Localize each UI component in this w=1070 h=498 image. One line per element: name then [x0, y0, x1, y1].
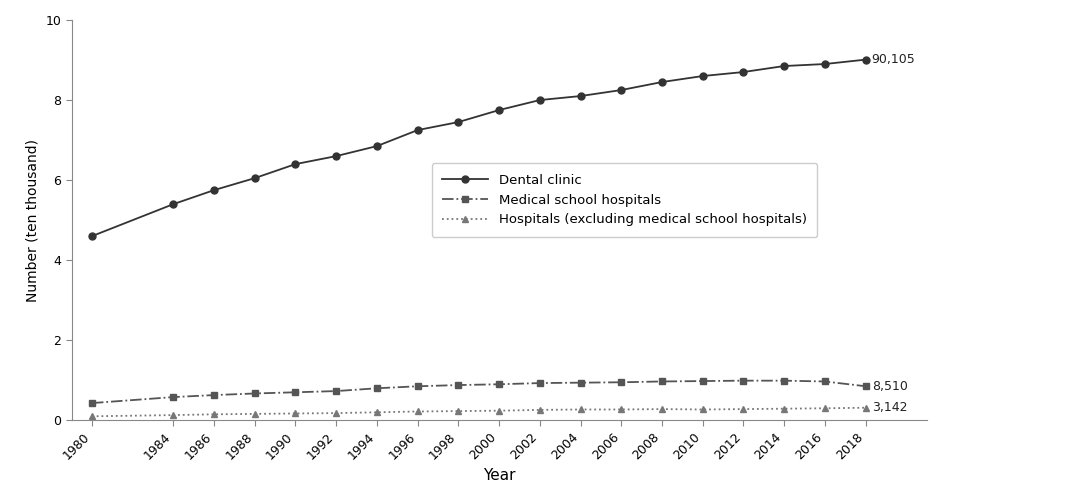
- Dental clinic: [533, 97, 546, 103]
- Medical school hospitals: [615, 379, 628, 385]
- Medical school hospitals: [533, 380, 546, 386]
- Dental clinic: [575, 93, 587, 99]
- Hospitals (excluding medical school hospitals): [452, 408, 464, 414]
- Dental clinic: [208, 187, 220, 193]
- Legend: Dental clinic, Medical school hospitals, Hospitals (excluding medical school hos: Dental clinic, Medical school hospitals,…: [431, 163, 817, 237]
- Medical school hospitals: [167, 394, 180, 400]
- Medical school hospitals: [737, 377, 750, 383]
- Dental clinic: [778, 63, 791, 69]
- Hospitals (excluding medical school hospitals): [778, 406, 791, 412]
- Hospitals (excluding medical school hospitals): [859, 405, 872, 411]
- Dental clinic: [697, 73, 709, 79]
- Text: 3,142: 3,142: [872, 401, 907, 414]
- Hospitals (excluding medical school hospitals): [492, 408, 505, 414]
- Medical school hospitals: [656, 378, 669, 384]
- Text: 90,105: 90,105: [872, 53, 915, 66]
- Dental clinic: [330, 153, 342, 159]
- Dental clinic: [452, 119, 464, 125]
- Hospitals (excluding medical school hospitals): [411, 408, 424, 414]
- Hospitals (excluding medical school hospitals): [819, 405, 831, 411]
- Medical school hospitals: [289, 389, 302, 395]
- Hospitals (excluding medical school hospitals): [167, 412, 180, 418]
- X-axis label: Year: Year: [483, 468, 516, 483]
- Y-axis label: Number (ten thousand): Number (ten thousand): [26, 138, 40, 302]
- Hospitals (excluding medical school hospitals): [615, 406, 628, 412]
- Dental clinic: [86, 233, 98, 239]
- Medical school hospitals: [778, 377, 791, 383]
- Hospitals (excluding medical school hospitals): [370, 409, 383, 415]
- Medical school hospitals: [575, 379, 587, 385]
- Hospitals (excluding medical school hospitals): [575, 406, 587, 412]
- Hospitals (excluding medical school hospitals): [248, 411, 261, 417]
- Dental clinic: [737, 69, 750, 75]
- Medical school hospitals: [859, 383, 872, 389]
- Hospitals (excluding medical school hospitals): [208, 411, 220, 417]
- Dental clinic: [615, 87, 628, 93]
- Medical school hospitals: [248, 390, 261, 396]
- Medical school hospitals: [492, 381, 505, 387]
- Medical school hospitals: [370, 385, 383, 391]
- Hospitals (excluding medical school hospitals): [737, 406, 750, 412]
- Medical school hospitals: [330, 388, 342, 394]
- Dental clinic: [248, 175, 261, 181]
- Dental clinic: [411, 127, 424, 133]
- Dental clinic: [859, 57, 872, 63]
- Text: 8,510: 8,510: [872, 380, 907, 393]
- Medical school hospitals: [411, 383, 424, 389]
- Dental clinic: [289, 161, 302, 167]
- Line: Dental clinic: Dental clinic: [89, 56, 869, 240]
- Medical school hospitals: [452, 382, 464, 388]
- Dental clinic: [819, 61, 831, 67]
- Medical school hospitals: [86, 400, 98, 406]
- Hospitals (excluding medical school hospitals): [86, 413, 98, 419]
- Medical school hospitals: [819, 378, 831, 384]
- Hospitals (excluding medical school hospitals): [533, 407, 546, 413]
- Hospitals (excluding medical school hospitals): [697, 406, 709, 412]
- Dental clinic: [370, 143, 383, 149]
- Dental clinic: [656, 79, 669, 85]
- Dental clinic: [492, 107, 505, 113]
- Medical school hospitals: [697, 378, 709, 384]
- Hospitals (excluding medical school hospitals): [289, 410, 302, 416]
- Dental clinic: [167, 201, 180, 207]
- Line: Hospitals (excluding medical school hospitals): Hospitals (excluding medical school hosp…: [89, 404, 869, 420]
- Medical school hospitals: [208, 392, 220, 398]
- Hospitals (excluding medical school hospitals): [330, 410, 342, 416]
- Hospitals (excluding medical school hospitals): [656, 406, 669, 412]
- Line: Medical school hospitals: Medical school hospitals: [89, 377, 869, 406]
